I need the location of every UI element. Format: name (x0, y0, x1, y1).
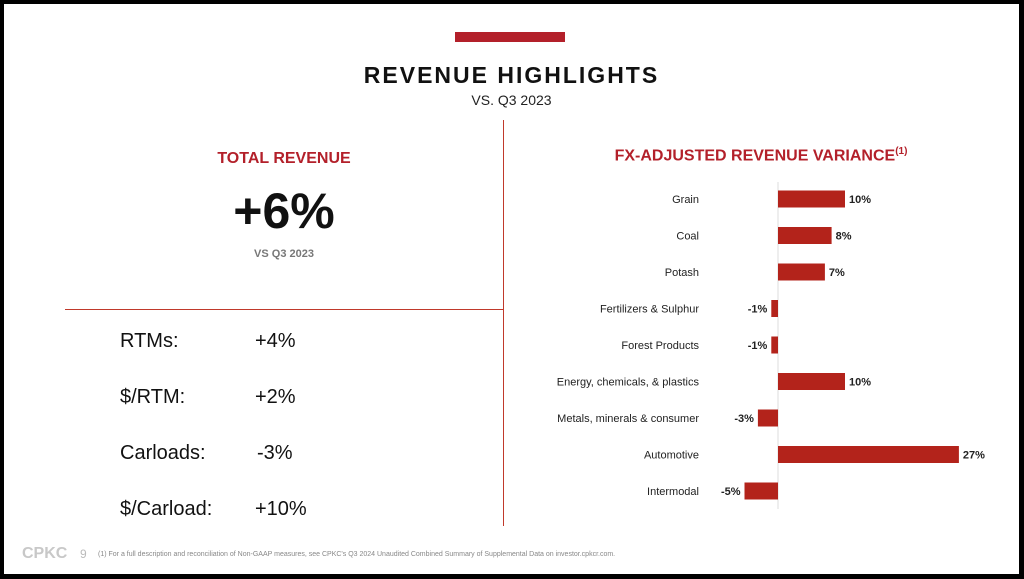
category-label: Energy, chemicals, & plastics (557, 377, 700, 389)
slide: REVENUE HIGHLIGHTS VS. Q3 2023 TOTAL REV… (4, 4, 1019, 574)
metric-label: $/RTM: (120, 386, 186, 408)
bar (778, 373, 845, 390)
total-revenue-value: +6% (233, 183, 335, 239)
accent-bar (455, 32, 565, 42)
horizontal-divider (65, 309, 503, 310)
footnote: (1) For a full description and reconcili… (98, 551, 616, 558)
bar (771, 300, 778, 317)
category-label: Fertilizers & Sulphur (600, 304, 699, 316)
data-label: -1% (748, 304, 768, 316)
chart-title-text: FX-ADJUSTED REVENUE VARIANCE (614, 147, 896, 165)
data-label: 7% (829, 267, 845, 279)
data-label: -3% (734, 413, 754, 425)
bar-chart: Grain 10% Coal 8% Potash 7% Fertilizers & Sulp… (557, 182, 985, 509)
cpkc-logo: CPKC (22, 545, 68, 562)
metric-value: +4% (255, 330, 296, 352)
category-label: Potash (665, 267, 699, 279)
metric-label: $/Carload: (120, 498, 213, 520)
category-label: Grain (672, 194, 699, 206)
bar (771, 336, 778, 354)
chart-title: FX-ADJUSTED REVENUE VARIANCE(1) (503, 146, 1019, 165)
data-label: 8% (836, 231, 852, 243)
metric-value: +10% (255, 498, 307, 520)
bar (778, 263, 825, 281)
total-revenue-label: TOTAL REVENUE (217, 150, 351, 167)
metric-label: Carloads: (120, 442, 206, 464)
metric-value: +2% (255, 386, 296, 408)
footnote-marker: (1) (895, 146, 908, 157)
total-revenue-sub: VS Q3 2023 (254, 248, 314, 260)
page-title: REVENUE HIGHLIGHTS (363, 62, 660, 88)
category-label: Intermodal (647, 486, 699, 498)
bar (744, 482, 778, 500)
vertical-divider (503, 120, 504, 526)
category-label: Coal (676, 231, 699, 243)
data-label: 10% (849, 377, 871, 389)
metric-label: RTMs: (120, 330, 179, 352)
bar (778, 190, 845, 208)
metric-value: -3% (257, 442, 293, 464)
data-label: 27% (963, 450, 985, 462)
data-label: -5% (721, 486, 741, 498)
bar (778, 446, 959, 463)
category-label: Forest Products (621, 340, 699, 352)
category-label: Metals, minerals & consumer (557, 413, 699, 425)
page-subtitle: VS. Q3 2023 (471, 92, 552, 108)
data-label: -1% (748, 340, 768, 352)
bar (778, 227, 832, 244)
category-label: Automotive (644, 450, 699, 462)
bar (757, 409, 778, 427)
data-label: 10% (849, 194, 871, 206)
page-number: 9 (80, 547, 87, 561)
